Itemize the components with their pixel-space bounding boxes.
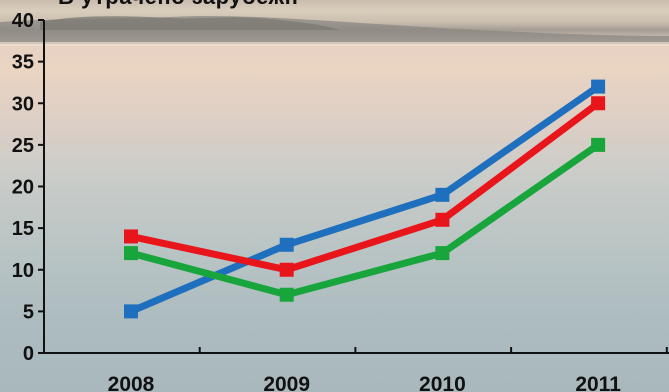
data-point-marker (279, 287, 294, 302)
data-point-marker (591, 137, 606, 152)
y-tick-label: 20 (12, 177, 34, 199)
x-tick-label: 2008 (108, 373, 155, 392)
data-point-marker (435, 187, 450, 202)
y-tick-label: 40 (12, 10, 34, 32)
data-point-marker (591, 79, 606, 94)
data-point-marker (435, 212, 450, 227)
series-line (127, 141, 602, 299)
series-1 (124, 79, 606, 319)
axes: 0 5 10 15 20 25 30 35 40 2008 2009 2010 2011 (12, 10, 669, 392)
x-tick-label: 2010 (419, 373, 466, 392)
y-tick-label: 0 (23, 343, 34, 365)
series-line (127, 83, 602, 315)
y-tick-label: 15 (12, 218, 34, 240)
y-tick-label: 30 (12, 93, 34, 115)
data-point-marker (279, 262, 294, 277)
y-tick-label: 10 (12, 260, 34, 282)
data-point-marker (124, 304, 138, 319)
lake-horizon-background (0, 15, 669, 46)
x-tick-label: 2011 (575, 373, 621, 392)
data-point-marker (435, 246, 450, 261)
series-line (127, 99, 602, 274)
y-tick-label: 5 (23, 301, 34, 323)
y-tick-label: 35 (12, 52, 34, 74)
series-layer (124, 79, 606, 319)
y-tick-label: 25 (12, 135, 34, 157)
data-point-marker (279, 237, 294, 252)
data-point-marker (124, 246, 138, 261)
x-tick-label: 2009 (263, 373, 310, 392)
data-point-marker (124, 229, 138, 244)
series-3 (124, 137, 606, 302)
data-point-marker (591, 96, 606, 111)
series-2 (124, 96, 606, 277)
chart-title: В утрачено зарубежн (58, 0, 298, 10)
